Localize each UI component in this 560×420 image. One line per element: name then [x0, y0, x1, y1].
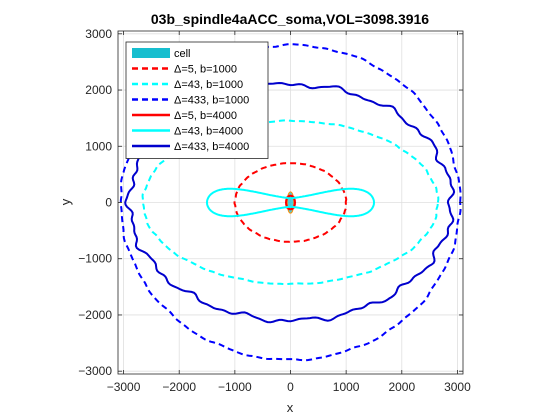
y-tick-label: 2000 [85, 83, 112, 97]
y-tick-label: 0 [105, 196, 112, 210]
series-line-1 [233, 162, 348, 243]
legend-label: Δ=433, b=1000 [174, 95, 249, 107]
legend: cell Δ=5, b=1000 Δ=43, b=1000 Δ=433, b=1000… [125, 41, 269, 159]
y-tick-label: −1000 [78, 252, 112, 266]
x-tick-label: −2000 [162, 380, 196, 394]
legend-swatch [132, 48, 170, 58]
x-tick-label: 1000 [333, 380, 360, 394]
legend-label: cell [174, 48, 191, 60]
x-tick-label: 0 [287, 380, 294, 394]
y-tick-label: −3000 [78, 364, 112, 378]
y-tick-label: 3000 [85, 27, 112, 41]
series-line-4 [285, 194, 296, 211]
series-line-6 [124, 81, 456, 324]
series-line-3 [119, 43, 462, 362]
x-tick-label: 2000 [388, 380, 415, 394]
legend-label: Δ=5, b=1000 [174, 64, 237, 76]
legend-label: Δ=43, b=1000 [174, 79, 243, 91]
y-tick-label: 1000 [85, 139, 112, 153]
legend-label: Δ=433, b=4000 [174, 141, 249, 153]
x-tick-label: 3000 [444, 380, 471, 394]
data-series [119, 43, 462, 362]
x-axis-label: x [287, 400, 294, 415]
legend-label: Δ=43, b=4000 [174, 126, 243, 138]
y-tick-label: −2000 [78, 308, 112, 322]
chart-title: 03b_spindle4aACC_soma,VOL=3098.3916 [151, 11, 429, 27]
x-tick-label: −3000 [107, 380, 141, 394]
legend-box [125, 41, 269, 159]
ticks: −3000 −2000 −1000 0 1000 2000 3000 −3000 −2000 −1… [78, 27, 471, 394]
legend-label: Δ=5, b=4000 [174, 110, 237, 122]
x-tick-label: −1000 [218, 380, 252, 394]
y-axis-label: y [58, 198, 73, 205]
series-line-5 [206, 187, 375, 218]
